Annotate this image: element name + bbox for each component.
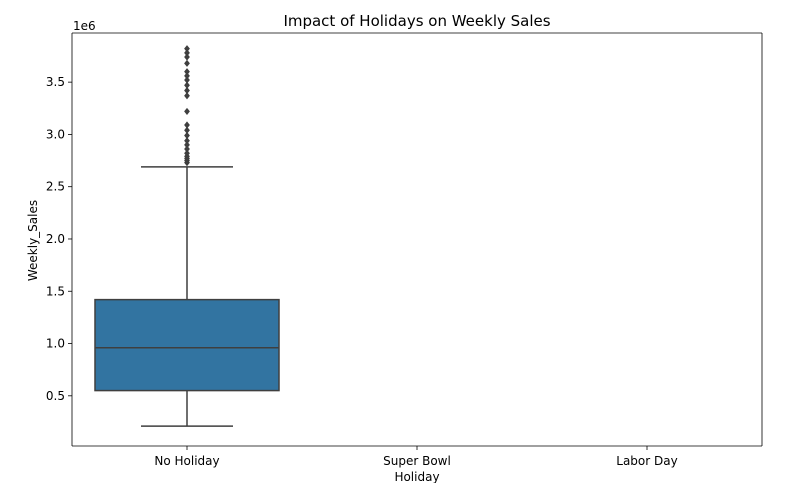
outlier-point — [184, 53, 190, 61]
chart-title: Impact of Holidays on Weekly Sales — [283, 12, 550, 30]
y-tick-label: 1.5 — [46, 284, 65, 298]
outlier-point — [184, 81, 190, 89]
box-iqr — [94, 298, 280, 392]
box-group — [94, 45, 280, 427]
outlier-point — [184, 86, 190, 95]
outlier-point — [184, 126, 190, 134]
x-tick-label: No Holiday — [154, 454, 219, 468]
outlier-point — [184, 137, 190, 145]
y-tick-label: 3.0 — [46, 127, 65, 141]
y-tick-label: 0.5 — [46, 389, 65, 403]
outlier-point — [184, 45, 190, 53]
y-tick-label: 2.0 — [46, 232, 65, 246]
outlier-point — [184, 72, 190, 80]
outlier-point — [184, 59, 190, 67]
outlier-point — [184, 76, 190, 84]
y-axis-label: Weekly_Sales — [26, 200, 40, 281]
chart-marks: 0.5 1.0 1.5 2.0 2.5 3.0 3.5 No Holiday Super Bow… — [46, 32, 763, 468]
outlier-point — [184, 145, 190, 153]
y-tick-label: 1.0 — [46, 337, 65, 351]
outlier-point — [184, 107, 190, 116]
x-tick-label: Labor Day — [616, 454, 677, 468]
y-tick-label: 3.5 — [46, 75, 65, 89]
y-tick-label: 2.5 — [46, 180, 65, 194]
outlier-point — [184, 149, 190, 157]
outlier-point — [184, 121, 190, 129]
outlier-point — [184, 49, 190, 57]
x-tick-label: Super Bowl — [383, 454, 451, 468]
outlier-point — [184, 131, 190, 140]
x-axis-label: Holiday — [394, 470, 439, 483]
y-axis-offset-label: 1e6 — [73, 19, 96, 33]
outlier-point — [184, 141, 190, 149]
outlier-point — [184, 92, 190, 100]
outlier-point — [184, 68, 190, 76]
